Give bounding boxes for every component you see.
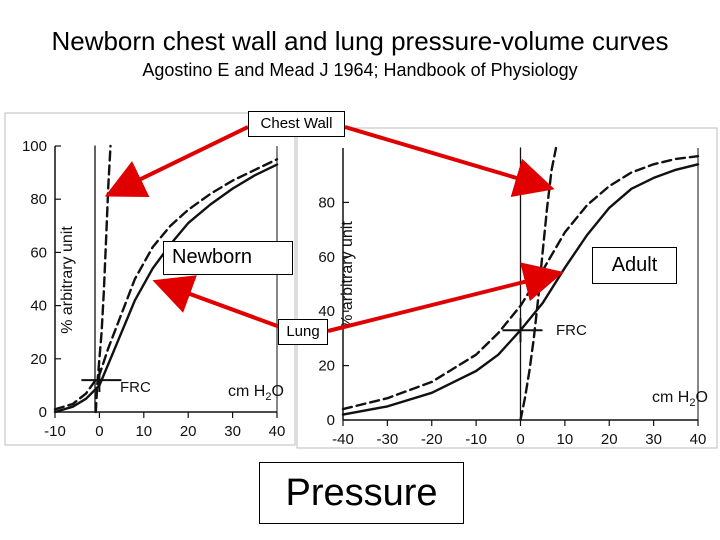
series-line-2 — [341, 155, 700, 411]
frc-label: FRC — [120, 379, 151, 396]
series-line-1 — [53, 163, 279, 414]
y-tick-label: 80 — [30, 191, 47, 208]
x-tick-label: 0 — [95, 423, 103, 440]
newborn-label: Newborn — [163, 241, 293, 275]
lung-arrow-newborn — [152, 275, 292, 333]
x-tick-label: 40 — [690, 431, 707, 448]
x-tick-label: -40 — [332, 431, 354, 448]
x-tick-label: 0 — [516, 431, 524, 448]
y-tick-label: 20 — [30, 351, 47, 368]
y-tick-label: 40 — [30, 298, 47, 315]
x-tick-label: -30 — [377, 431, 399, 448]
lung-arrow-adult — [327, 262, 564, 333]
x-tick-label: 20 — [601, 431, 618, 448]
panel-newborn-frame — [4, 112, 296, 446]
x-tick-label: -10 — [465, 431, 487, 448]
adult-label: Adult — [592, 247, 677, 284]
x-tick-label: 20 — [180, 423, 197, 440]
y-axis-label: % arbitrary unit — [339, 221, 356, 329]
x-tick-label: -10 — [44, 423, 66, 440]
unit-label: cm H2O — [228, 383, 284, 403]
y-tick-label: 80 — [318, 194, 335, 211]
chest-wall-arrow-newborn — [104, 125, 249, 198]
frc-label: FRC — [556, 322, 587, 339]
y-tick-label: 60 — [30, 244, 47, 261]
x-tick-label: 40 — [269, 423, 286, 440]
slide-title: Newborn chest wall and lung pressure-vol… — [51, 26, 669, 56]
pressure-label: Pressure — [259, 462, 464, 524]
x-tick-label: 30 — [645, 431, 662, 448]
panel-adult: -40 -30 -20 -10 0 10 20 30 40 0 20 40 60 80% arbitrar… — [296, 127, 718, 449]
lung-label: Lung — [278, 319, 328, 345]
x-tick-label: 30 — [224, 423, 241, 440]
chest-wall-label: Chest Wall — [248, 111, 345, 137]
panel-newborn: -10 0 10 20 30 40 0 20 40 60 80 100 % arbitrary unit… — [4, 112, 296, 446]
y-tick-label: 60 — [318, 249, 335, 266]
chest-wall-arrow-adult — [344, 125, 555, 198]
y-axis-label: % arbitrary unit — [59, 226, 76, 334]
y-tick-label: 0 — [39, 404, 47, 421]
slide-subtitle: Agostino E and Mead J 1964; Handbook of … — [142, 60, 578, 80]
y-tick-label: 100 — [22, 138, 47, 155]
y-tick-label: 40 — [318, 303, 335, 320]
unit-label: cm H2O — [652, 389, 708, 409]
x-tick-label: 10 — [135, 423, 152, 440]
y-tick-label: 20 — [318, 358, 335, 375]
x-tick-label: -20 — [421, 431, 443, 448]
y-tick-label: 0 — [327, 412, 335, 429]
x-tick-label: 10 — [557, 431, 574, 448]
series-line-2 — [53, 158, 279, 411]
